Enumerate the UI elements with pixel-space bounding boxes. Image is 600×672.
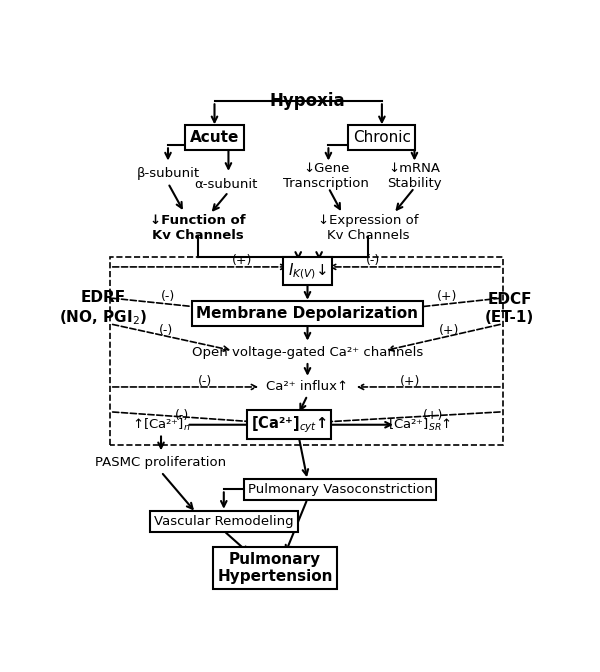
Text: (+): (+) <box>400 375 420 388</box>
Text: ↓Function of
Kv Channels: ↓Function of Kv Channels <box>151 214 246 242</box>
Text: Acute: Acute <box>190 130 239 145</box>
Text: Open voltage-gated Ca²⁺ channels: Open voltage-gated Ca²⁺ channels <box>192 346 423 359</box>
Text: (-): (-) <box>365 254 380 267</box>
Text: [Ca²⁺]$_{SR}$↑: [Ca²⁺]$_{SR}$↑ <box>388 417 451 433</box>
Text: Pulmonary
Hypertension: Pulmonary Hypertension <box>217 552 332 584</box>
Text: Hypoxia: Hypoxia <box>269 92 346 110</box>
Text: $\mathit{I}_{K(V)}$↓: $\mathit{I}_{K(V)}$↓ <box>288 261 327 281</box>
Text: (+): (+) <box>423 409 443 422</box>
Text: ↓mRNA
Stability: ↓mRNA Stability <box>387 163 442 190</box>
Text: EDCF
(ET-1): EDCF (ET-1) <box>485 292 535 325</box>
Text: (+): (+) <box>232 254 253 267</box>
Text: [Ca²⁺]$_{cyt}$↑: [Ca²⁺]$_{cyt}$↑ <box>251 415 327 435</box>
Text: (+): (+) <box>439 323 460 337</box>
Text: ↑[Ca²⁺]$_{n}$: ↑[Ca²⁺]$_{n}$ <box>132 417 190 433</box>
Text: EDRF
(NO, PGI$_2$): EDRF (NO, PGI$_2$) <box>59 290 147 327</box>
Text: Membrane Depolarization: Membrane Depolarization <box>197 306 419 321</box>
Text: (-): (-) <box>198 375 212 388</box>
Text: (+): (+) <box>437 290 457 304</box>
Text: β-subunit: β-subunit <box>136 167 200 180</box>
Text: Chronic: Chronic <box>353 130 411 145</box>
Text: (-): (-) <box>161 290 175 304</box>
Text: Ca²⁺ influx↑: Ca²⁺ influx↑ <box>266 380 349 394</box>
Text: α-subunit: α-subunit <box>194 177 258 191</box>
Text: Pulmonary Vasoconstriction: Pulmonary Vasoconstriction <box>248 483 433 496</box>
Text: PASMC proliferation: PASMC proliferation <box>95 456 227 469</box>
Text: ↓Expression of
Kv Channels: ↓Expression of Kv Channels <box>318 214 418 242</box>
Text: (-): (-) <box>158 323 173 337</box>
Text: Vascular Remodeling: Vascular Remodeling <box>154 515 293 528</box>
Text: ↓Gene
Transcription: ↓Gene Transcription <box>283 163 369 190</box>
Text: (-): (-) <box>175 409 189 422</box>
